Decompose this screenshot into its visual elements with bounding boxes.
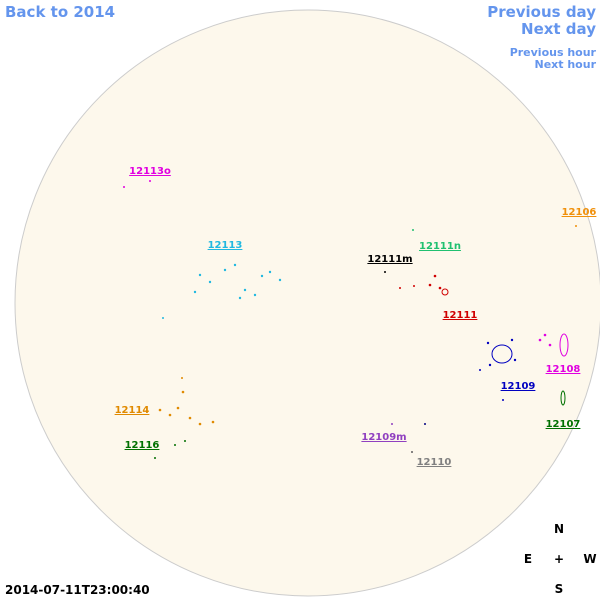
spot [149,180,151,182]
spot [162,317,164,319]
spot [176,406,180,410]
region-label[interactable]: 12113o [129,166,171,177]
region-label[interactable]: 12107 [546,419,581,430]
region-label[interactable]: 12116 [125,440,160,451]
region-label[interactable]: 12111n [419,241,461,252]
spot-group [399,274,442,290]
spot [211,420,215,424]
compass-south: S [555,582,564,596]
spot [538,338,542,342]
compass-north: N [554,522,564,536]
compass-center: + [554,552,564,566]
spot-group [538,333,552,347]
spot [488,363,492,367]
solar-disk [14,9,600,597]
spot [502,399,504,401]
next-day-link[interactable]: Next day [521,20,596,38]
spot [510,338,514,342]
spot [268,270,272,274]
spot [433,274,437,278]
spot [193,290,197,294]
spot [181,390,185,394]
back-link[interactable]: Back to 2014 [5,3,115,21]
spot-group [479,338,517,401]
previous-hour-link[interactable]: Previous hour [510,46,597,59]
region-label[interactable]: 12106 [562,207,597,218]
spot [208,280,212,284]
spot [174,444,176,446]
spot [223,268,227,272]
spot-group [158,377,215,426]
spot [428,283,432,287]
spot [123,186,125,188]
spot [559,333,569,357]
timestamp: 2014-07-11T23:00:40 [5,583,150,597]
spot [486,341,490,345]
spot [543,333,547,337]
spot-group [154,440,186,459]
spot [491,344,513,364]
spot [560,390,566,406]
next-hour-link[interactable]: Next hour [535,58,597,71]
region-label[interactable]: 12111 [443,310,478,321]
spot [168,413,172,417]
region-label[interactable]: 12113 [208,240,243,251]
spot-group [162,263,282,319]
spot [181,377,183,379]
spot [399,287,401,289]
spot [154,457,156,459]
region-label[interactable]: 12114 [115,405,150,416]
spot [424,423,426,425]
region-label[interactable]: 12111m [367,254,412,265]
spot [198,273,202,277]
previous-day-link[interactable]: Previous day [487,3,596,21]
spot [479,369,481,371]
spot [253,293,257,297]
compass-west: W [583,552,596,566]
region-label[interactable]: 12109m [361,432,406,443]
spot [391,423,393,425]
spot [260,274,264,278]
spot [238,296,242,300]
region-label[interactable]: 12109 [501,381,536,392]
spot [188,416,192,420]
spot [412,229,414,231]
sunspots [123,180,577,459]
spot [243,288,247,292]
spot [575,225,577,227]
spot [278,278,282,282]
spot [441,288,449,296]
spot [158,408,162,412]
spot [413,285,415,287]
spot [411,451,413,453]
compass-east: E [524,552,532,566]
spot [548,343,552,347]
spot [384,271,386,273]
region-label[interactable]: 12110 [417,457,452,468]
spot [233,263,237,267]
spot [438,286,442,290]
spot [198,422,202,426]
region-label[interactable]: 12108 [546,364,581,375]
spot [184,440,186,442]
spot [513,358,517,362]
